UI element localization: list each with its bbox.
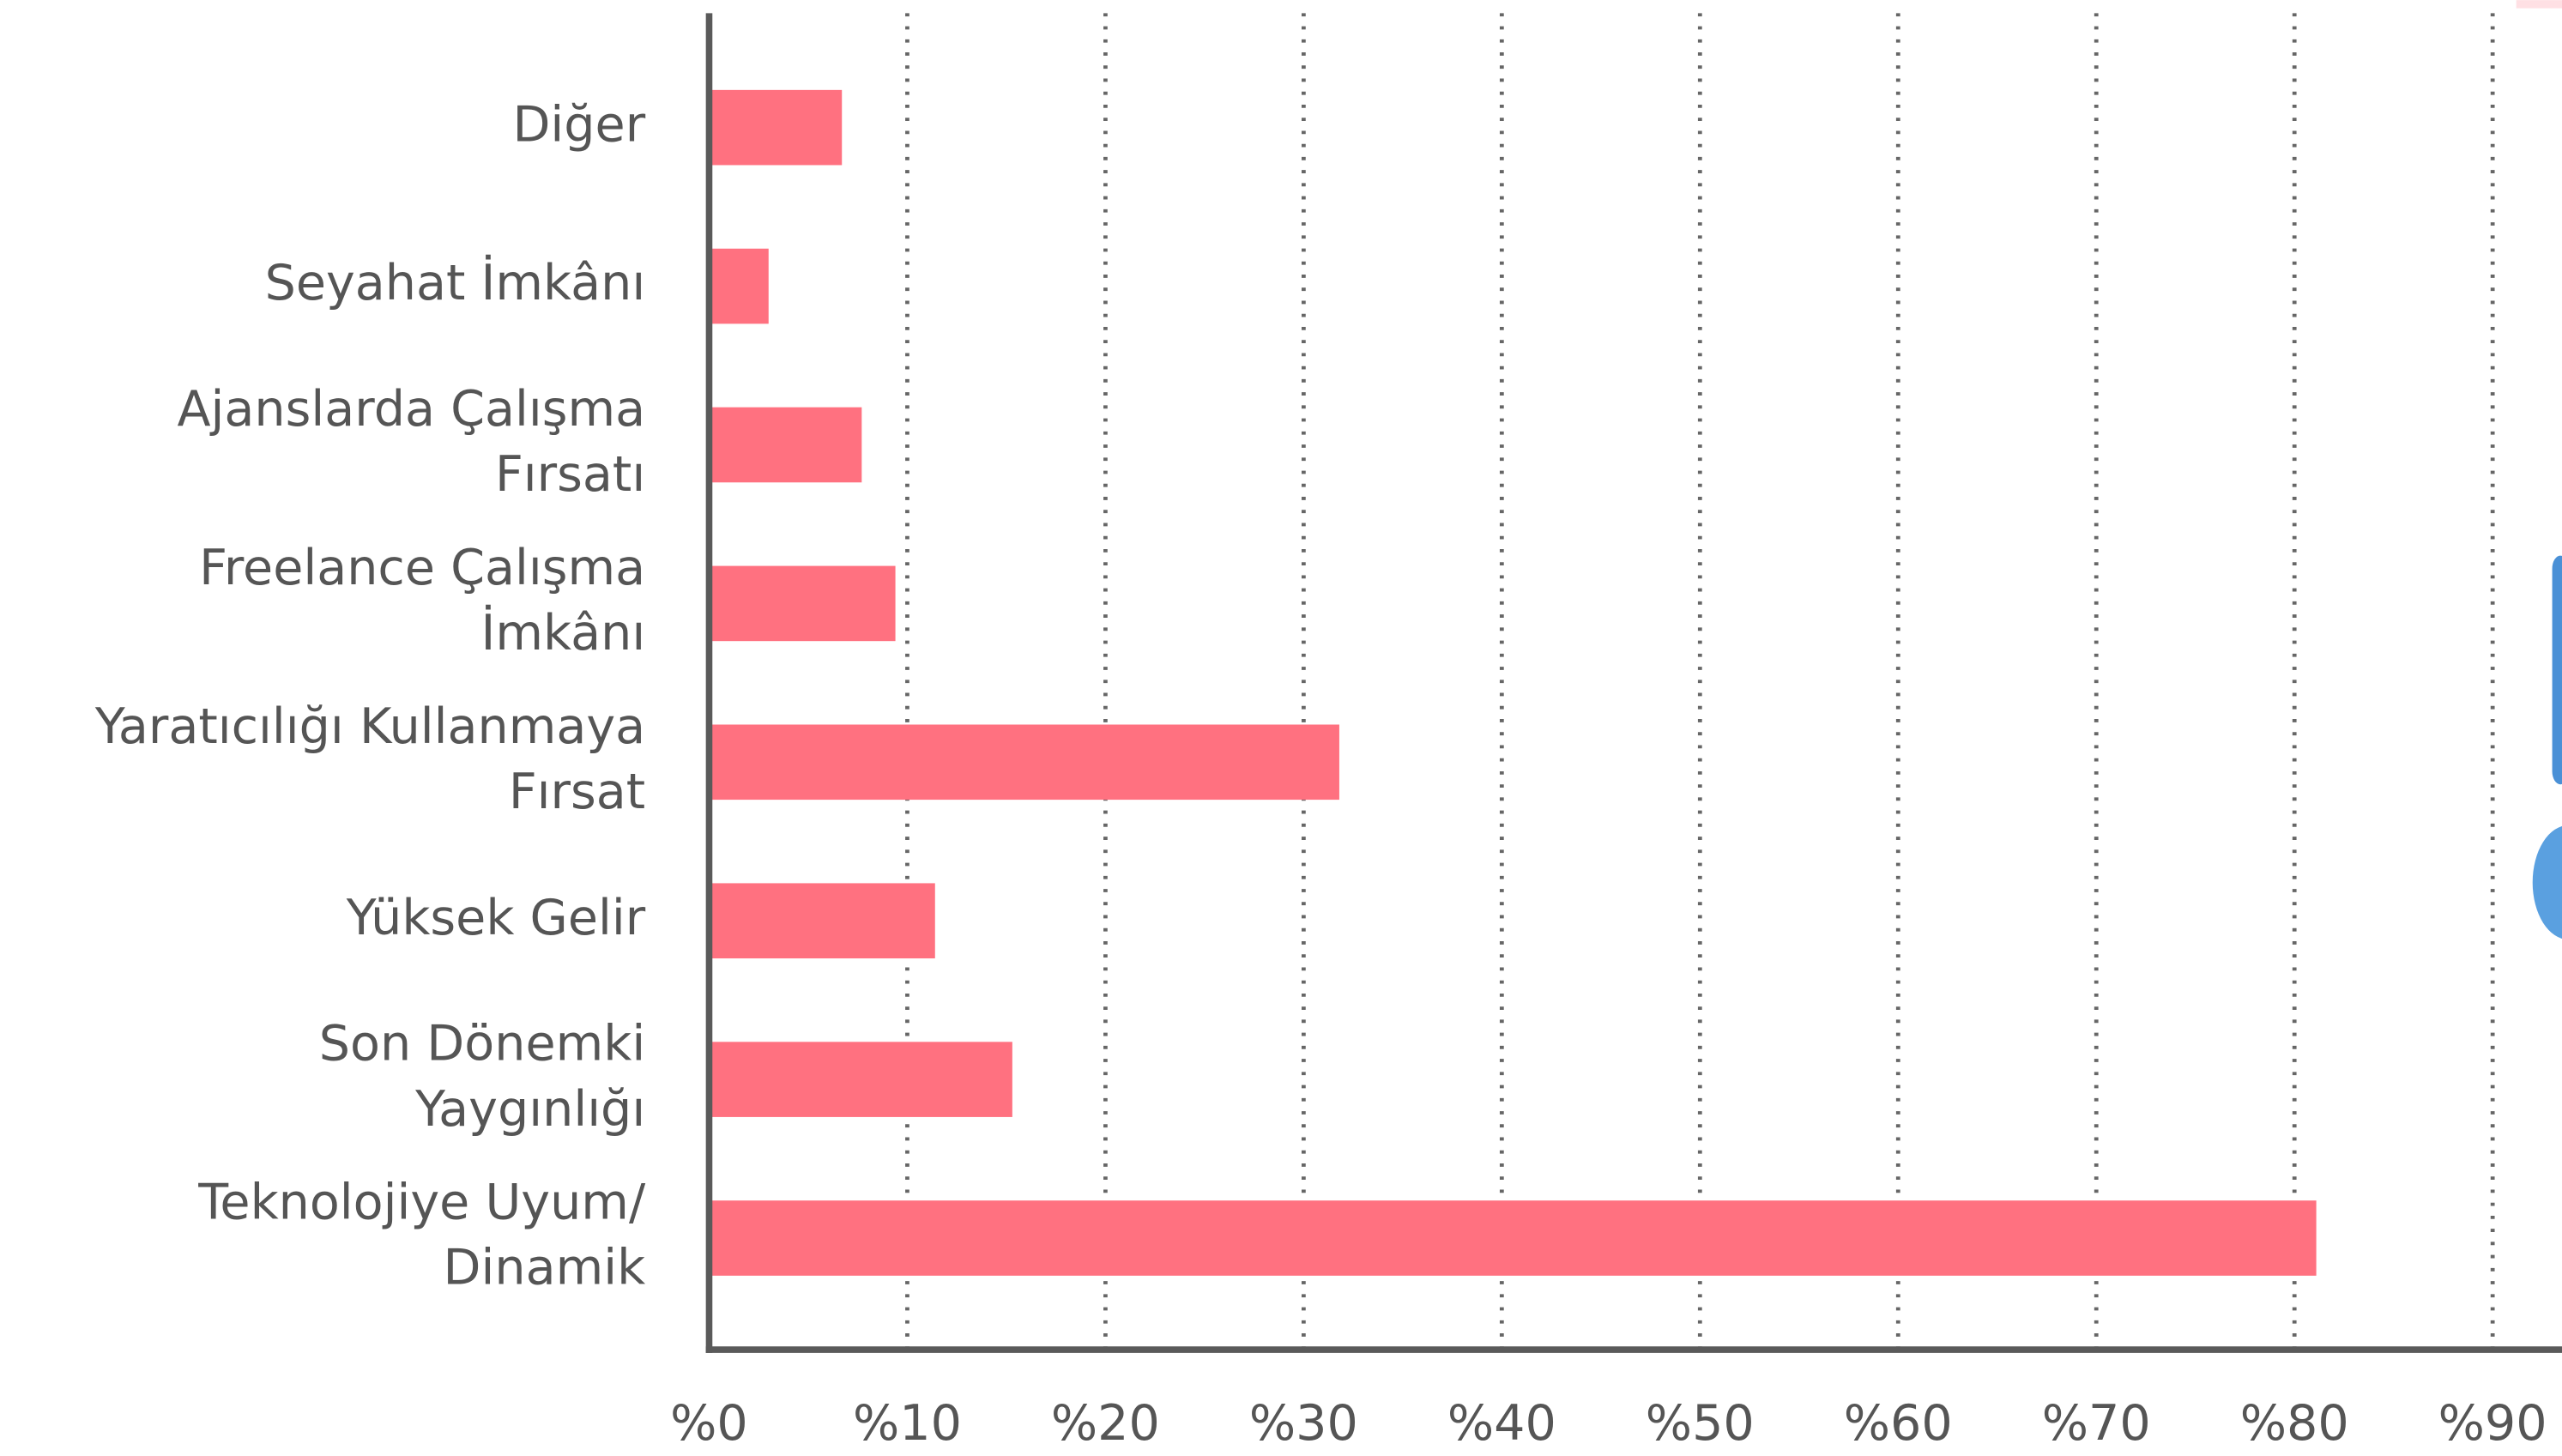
bar bbox=[709, 248, 769, 324]
x-tick-label: %70 bbox=[2042, 1395, 2151, 1452]
y-tick-label: Ajanslarda Çalışma bbox=[177, 381, 645, 438]
y-tick-label: İmkânı bbox=[481, 604, 646, 662]
bar bbox=[709, 883, 935, 959]
x-tick-label: %20 bbox=[1051, 1395, 1160, 1452]
bar bbox=[709, 565, 896, 642]
x-tick-label: %0 bbox=[670, 1395, 748, 1452]
x-tick-label: %50 bbox=[1646, 1395, 1755, 1452]
bar bbox=[709, 724, 1339, 800]
y-tick-label: Diğer bbox=[512, 96, 645, 153]
y-tick-label: Dinamik bbox=[444, 1240, 646, 1296]
y-tick-label: Teknolojiye Uyum/ bbox=[197, 1175, 646, 1231]
x-tick-label: %30 bbox=[1249, 1395, 1358, 1452]
x-tick-label: %10 bbox=[853, 1395, 962, 1452]
x-tick-label: %80 bbox=[2240, 1395, 2349, 1452]
y-tick-label: Seyahat İmkânı bbox=[265, 254, 646, 311]
y-tick-label: Son Dönemki bbox=[319, 1016, 645, 1072]
y-tick-label: Fırsatı bbox=[495, 446, 645, 503]
x-tick-label: %60 bbox=[1844, 1395, 1953, 1452]
bar bbox=[709, 407, 862, 483]
y-tick-label: Yüksek Gelir bbox=[346, 890, 646, 946]
y-tick-label: Yaratıcılığı Kullanmaya bbox=[94, 698, 645, 755]
bar bbox=[709, 1200, 2317, 1276]
bar bbox=[709, 89, 843, 166]
bar bbox=[709, 1042, 1012, 1117]
y-tick-label: Yaygınlığı bbox=[414, 1081, 645, 1138]
decoration bbox=[2516, 0, 2562, 939]
y-tick-label: Fırsat bbox=[509, 764, 645, 820]
x-tick-label: %90 bbox=[2438, 1395, 2547, 1452]
y-tick-label: Freelance Çalışma bbox=[199, 540, 645, 596]
x-tick-label: %40 bbox=[1447, 1395, 1556, 1452]
